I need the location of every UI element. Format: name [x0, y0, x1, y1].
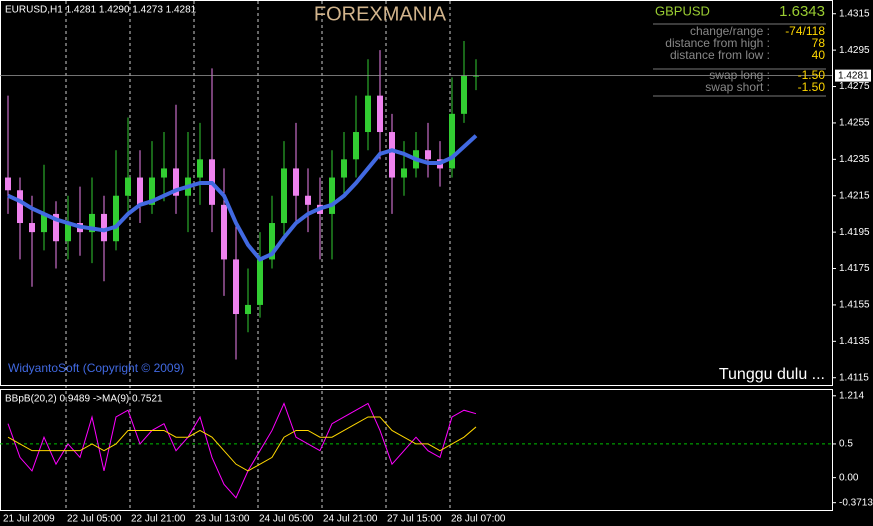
chart-title: FOREXMANIA: [314, 3, 447, 25]
candle-body: [269, 223, 275, 260]
candle-body: [101, 213, 107, 242]
indicator-line: [7, 416, 477, 472]
y-tick-label: -0.3713: [839, 497, 873, 508]
y-tick-label: 0.00: [839, 472, 859, 483]
ma-line: [7, 134, 478, 262]
chart-label: EURUSD,H1 1.4281 1.4290 1.4273 1.4281: [5, 5, 197, 16]
candle-body: [353, 132, 359, 160]
y-tick-label: 1.4115: [839, 372, 869, 383]
candle-body: [89, 213, 95, 233]
candle-body: [281, 168, 287, 224]
x-tick-label: 27 Jul 15:00: [387, 514, 442, 525]
candle-body: [161, 168, 167, 178]
y-tick-label: 1.4155: [839, 300, 870, 311]
info-value: -74/118: [785, 24, 825, 38]
info-value: -1.50: [798, 68, 826, 82]
info-value: -1.50: [798, 80, 826, 94]
y-tick-label: 1.4215: [839, 190, 870, 201]
indicator-label: BBpB(20,2) 0.9489 ->MA(9) 0.7521: [5, 394, 163, 405]
x-tick-label: 22 Jul 05:00: [67, 514, 122, 525]
candle-body: [293, 168, 299, 196]
x-tick-label: 23 Jul 13:00: [195, 514, 250, 525]
candle-body: [389, 132, 395, 178]
candle-body: [125, 177, 131, 196]
candle-body: [221, 204, 227, 260]
candle-body: [245, 304, 251, 315]
x-tick-label: 24 Jul 21:00: [323, 514, 378, 525]
candle-body: [329, 177, 335, 214]
candle-body: [257, 259, 263, 305]
info-label: distance from low :: [670, 48, 770, 62]
candle-body: [365, 95, 371, 133]
candle-body: [377, 95, 383, 133]
candle-body: [341, 159, 347, 178]
candle-body: [473, 75, 479, 77]
y-tick-label: 1.214: [839, 390, 864, 401]
x-tick-label: 28 Jul 07:00: [451, 514, 506, 525]
info-label: swap long :: [709, 68, 770, 82]
y-tick-label: 1.4295: [839, 45, 870, 56]
candle-body: [137, 177, 143, 205]
y-tick-label: 1.4235: [839, 154, 870, 165]
sub-frame: [0, 389, 833, 511]
info-label: change/range :: [690, 24, 770, 38]
info-value: 40: [812, 48, 826, 62]
candle-body: [113, 195, 119, 242]
price-box-label: 1.4281: [838, 70, 869, 81]
candle-body: [29, 223, 35, 233]
candle-body: [461, 75, 467, 114]
x-tick-label: 24 Jul 05:00: [259, 514, 314, 525]
x-tick-label: 22 Jul 21:00: [131, 514, 186, 525]
status-text: Tunggu dulu ...: [719, 366, 825, 383]
y-tick-label: 1.4315: [839, 8, 870, 19]
main-frame: [0, 0, 833, 386]
y-tick-label: 1.4135: [839, 336, 870, 347]
y-tick-label: 1.4195: [839, 227, 870, 238]
indicator-line: [7, 402, 477, 499]
info-price: 1.6343: [779, 3, 825, 20]
y-tick-label: 0.5: [839, 439, 853, 450]
candle-body: [233, 259, 239, 315]
candle-body: [449, 113, 455, 169]
candle-body: [65, 223, 71, 242]
y-tick-label: 1.4175: [839, 263, 870, 274]
candle-body: [305, 195, 311, 205]
price-box: [835, 69, 871, 82]
candle-body: [197, 159, 203, 178]
watermark: WidyantoSoft (Copyright © 2009): [8, 361, 184, 375]
info-symbol: GBPUSD: [655, 3, 710, 18]
info-value: 78: [812, 36, 826, 50]
candle-body: [149, 177, 155, 205]
x-tick-label: 21 Jul 2009: [3, 514, 55, 525]
candle-body: [41, 213, 47, 233]
y-tick-label: 1.4275: [839, 81, 870, 92]
candle-body: [401, 168, 407, 178]
y-tick-label: 1.4255: [839, 118, 870, 129]
info-label: distance from high :: [665, 36, 770, 50]
info-label: swap short :: [705, 80, 770, 94]
candle-body: [425, 150, 431, 160]
candle-body: [17, 190, 23, 224]
candle-body: [53, 213, 59, 242]
candle-body: [5, 177, 11, 191]
candle-body: [173, 168, 179, 196]
